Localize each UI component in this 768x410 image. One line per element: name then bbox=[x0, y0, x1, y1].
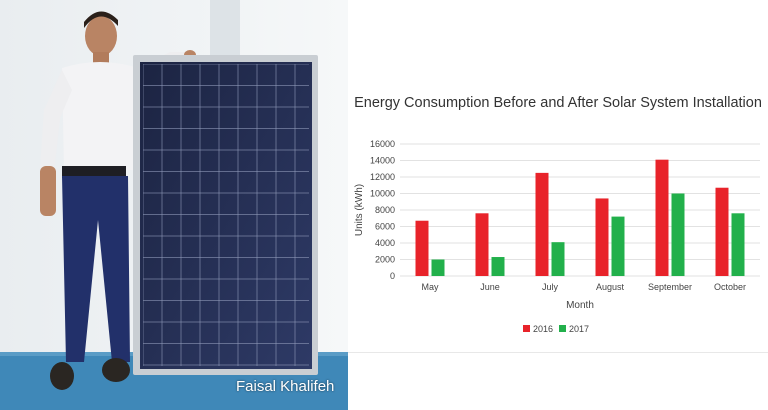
legend-swatch-2017 bbox=[559, 325, 566, 332]
bar-2017-may bbox=[431, 259, 445, 276]
solar-panel-photo bbox=[0, 0, 348, 410]
bar-2016-october bbox=[715, 187, 729, 276]
chart-panel: Energy Consumption Before and After Sola… bbox=[348, 0, 768, 410]
bar-2016-june bbox=[475, 213, 489, 276]
y-tick-label: 16000 bbox=[370, 139, 395, 149]
y-tick-label: 4000 bbox=[375, 238, 395, 248]
bar-2016-july bbox=[535, 172, 549, 276]
person-figure bbox=[40, 11, 196, 390]
legend-label-2016: 2016 bbox=[533, 324, 553, 334]
bar-2017-june bbox=[491, 257, 505, 276]
photo-panel: Faisal Khalifeh bbox=[0, 0, 348, 410]
x-tick-label: July bbox=[542, 282, 559, 292]
y-tick-label: 6000 bbox=[375, 222, 395, 232]
y-tick-label: 8000 bbox=[375, 205, 395, 215]
bar-2017-october bbox=[731, 213, 745, 276]
bar-2016-may bbox=[415, 220, 429, 276]
bar-2016-september bbox=[655, 159, 669, 276]
y-axis-label: Units (kWh) bbox=[354, 184, 365, 236]
y-tick-label: 10000 bbox=[370, 189, 395, 199]
x-tick-label: September bbox=[648, 282, 692, 292]
photo-caption: Faisal Khalifeh bbox=[236, 378, 335, 395]
y-tick-label: 12000 bbox=[370, 172, 395, 182]
x-axis-label: Month bbox=[566, 300, 594, 311]
bar-2017-august bbox=[611, 216, 625, 276]
divider bbox=[348, 352, 768, 353]
x-tick-label: May bbox=[421, 282, 439, 292]
y-tick-label: 0 bbox=[390, 271, 395, 281]
legend-label-2017: 2017 bbox=[569, 324, 589, 334]
y-tick-label: 2000 bbox=[375, 255, 395, 265]
x-tick-label: June bbox=[480, 282, 500, 292]
bar-chart: 0 2000 4000 6000 8000 10000 12000 14000 16000 May… bbox=[354, 139, 760, 334]
bar-2017-july bbox=[551, 242, 565, 276]
solar-panel bbox=[133, 55, 318, 375]
bar-2017-september bbox=[671, 193, 685, 276]
x-tick-label: August bbox=[596, 282, 625, 292]
chart-title: Energy Consumption Before and After Sola… bbox=[354, 95, 762, 111]
legend-swatch-2016 bbox=[523, 325, 530, 332]
y-tick-label: 14000 bbox=[370, 156, 395, 166]
x-tick-label: October bbox=[714, 282, 746, 292]
bar-2016-august bbox=[595, 198, 609, 276]
